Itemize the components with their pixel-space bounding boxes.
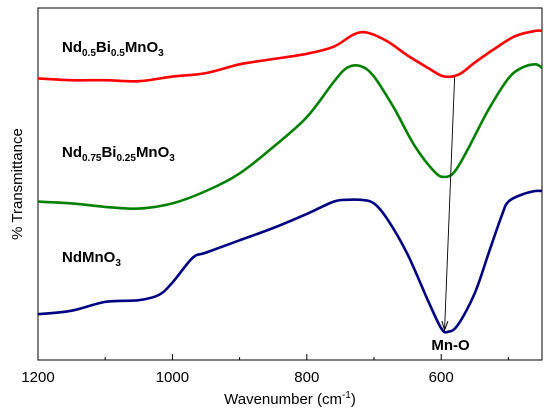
plot-frame [37,7,543,361]
series-label-0: Nd0.5Bi0.5MnO3 [62,39,164,59]
mn-o-arrow [445,76,456,330]
y-axis-label: % Transmittance [9,128,26,240]
series-label-1: Nd0.75Bi0.25MnO3 [62,144,175,164]
series-line-2 [37,189,543,334]
series-layer [37,29,543,334]
x-axis-label: Wavenumber (cm-1) [224,390,356,408]
series-line-1 [37,63,543,211]
x-tick-label: 600 [429,369,454,386]
x-tick-label: 1000 [156,369,189,386]
series-label-2: NdMnO3 [62,249,121,269]
series-line-0 [37,29,543,83]
x-axis-ticks: 1200 1000 800 600 [21,354,509,386]
x-tick-label: 1200 [21,369,54,386]
x-tick-label: 800 [294,369,319,386]
mn-o-annotation: Mn-O [431,337,470,354]
series-labels: Nd0.5Bi0.5MnO3 Nd0.75Bi0.25MnO3 NdMnO3 [62,39,175,269]
